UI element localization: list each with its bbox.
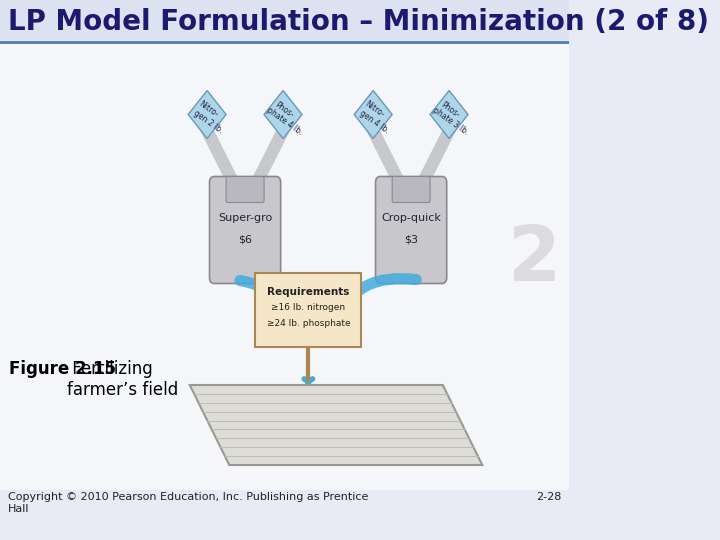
FancyArrowPatch shape: [326, 279, 416, 321]
Polygon shape: [430, 91, 468, 138]
Text: 2-28: 2-28: [536, 492, 562, 502]
Text: $6: $6: [238, 235, 252, 245]
Text: $3: $3: [404, 235, 418, 245]
Bar: [0, 0, 570, 40]
Bar: [0, 41, 570, 44]
Text: Figure 2.15: Figure 2.15: [9, 360, 117, 378]
Text: ≥24 lb. phosphate: ≥24 lb. phosphate: [266, 319, 350, 327]
Text: ≥16 lb. nitrogen: ≥16 lb. nitrogen: [271, 303, 346, 313]
FancyBboxPatch shape: [392, 177, 430, 202]
FancyBboxPatch shape: [376, 177, 446, 284]
Text: gen 2 lb.: gen 2 lb.: [192, 108, 225, 135]
Polygon shape: [354, 91, 392, 138]
Text: gen 4 lb.: gen 4 lb.: [359, 108, 391, 135]
FancyArrowPatch shape: [240, 280, 299, 320]
Text: LP Model Formulation – Minimization (2 of 8): LP Model Formulation – Minimization (2 o…: [8, 8, 709, 36]
FancyBboxPatch shape: [210, 177, 281, 284]
FancyBboxPatch shape: [256, 273, 361, 347]
Text: Crop-quick: Crop-quick: [381, 213, 441, 223]
Text: Nitro-: Nitro-: [197, 99, 220, 119]
Text: Copyright © 2010 Pearson Education, Inc. Publishing as Prentice
Hall: Copyright © 2010 Pearson Education, Inc.…: [8, 492, 369, 514]
Text: Fertilizing
farmer’s field: Fertilizing farmer’s field: [67, 360, 179, 399]
Text: Phos-: Phos-: [439, 100, 462, 119]
Text: phate 3 lb.: phate 3 lb.: [431, 106, 470, 137]
Bar: [0, 44, 570, 490]
Text: Phos-: Phos-: [274, 100, 296, 119]
Text: Super-gro: Super-gro: [218, 213, 272, 223]
Polygon shape: [188, 91, 226, 138]
Text: 2: 2: [508, 223, 562, 297]
Text: Requirements: Requirements: [267, 287, 349, 297]
FancyBboxPatch shape: [226, 177, 264, 202]
Polygon shape: [190, 385, 482, 465]
Text: phate 4 lb.: phate 4 lb.: [265, 106, 304, 137]
Text: Nitro-: Nitro-: [364, 99, 386, 119]
Polygon shape: [264, 91, 302, 138]
